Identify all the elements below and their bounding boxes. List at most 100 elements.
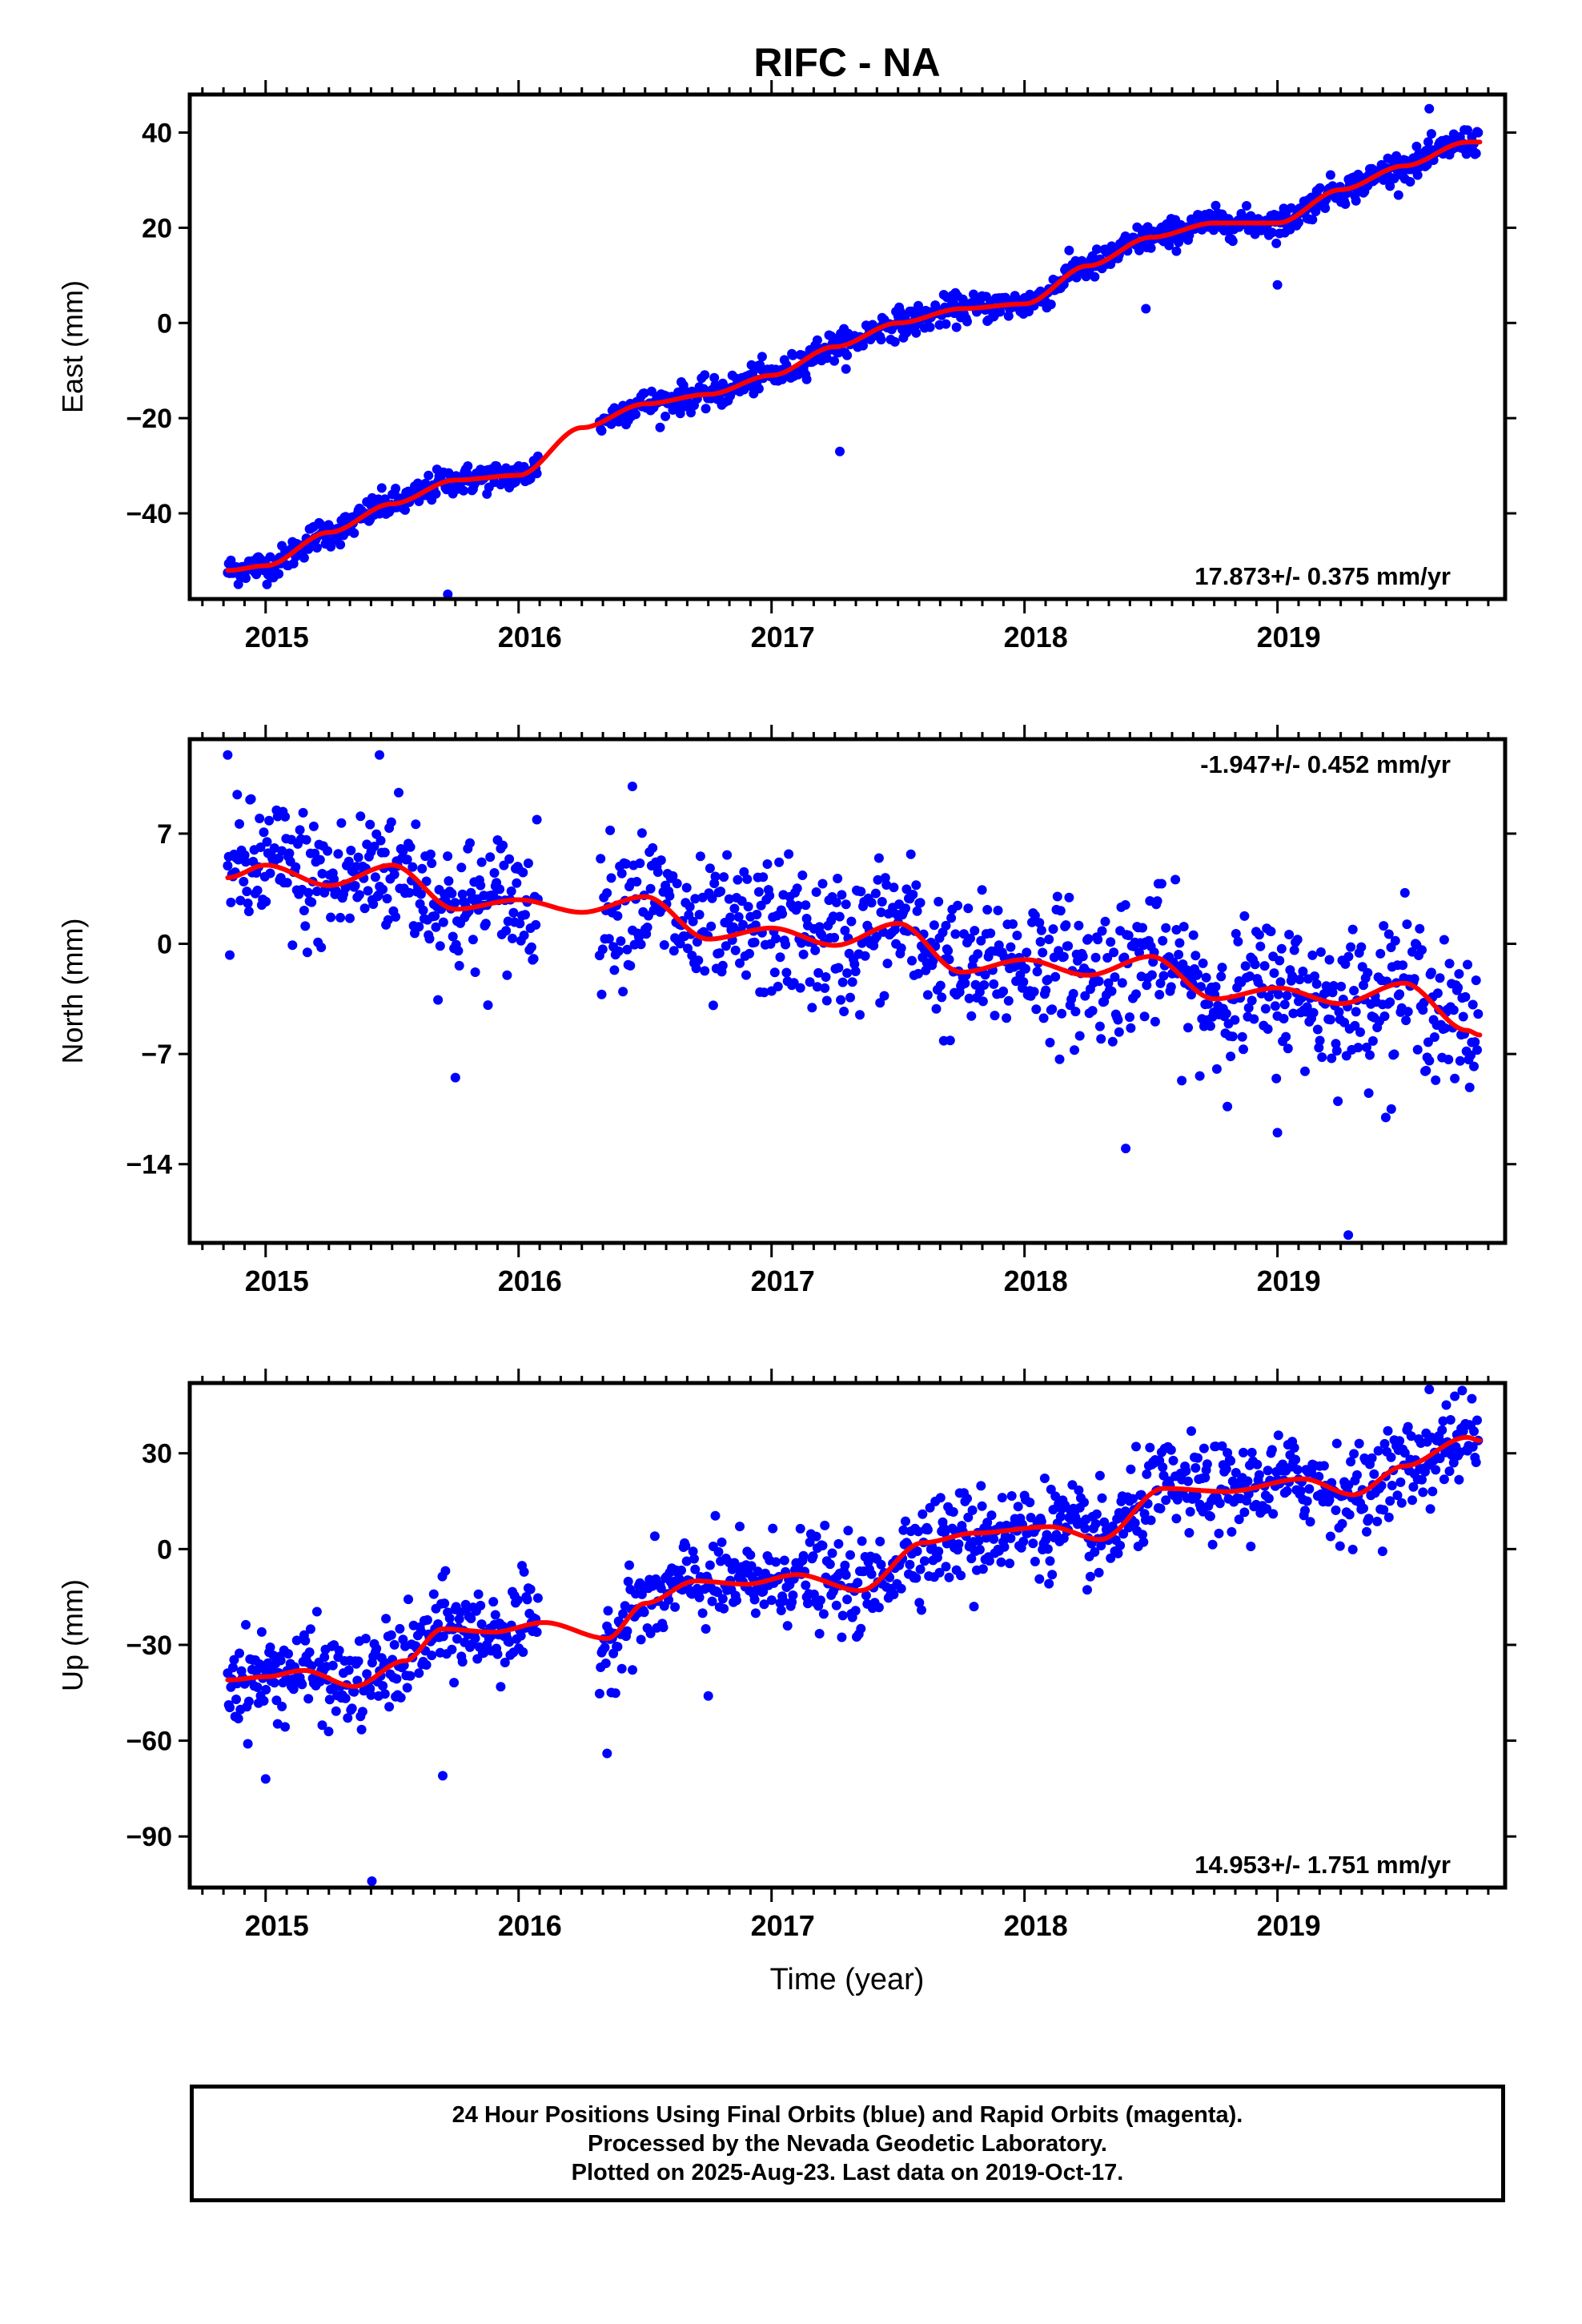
data-point	[750, 1608, 761, 1618]
data-point	[378, 1681, 388, 1691]
data-point	[1032, 967, 1042, 977]
data-point	[609, 965, 620, 975]
data-point	[365, 819, 375, 830]
data-point	[1267, 1445, 1277, 1455]
data-point	[636, 828, 647, 838]
data-point	[681, 883, 692, 893]
data-point	[913, 968, 923, 979]
data-point	[831, 897, 841, 907]
data-point	[1385, 1496, 1395, 1506]
data-point	[1325, 1015, 1335, 1025]
data-point	[1266, 927, 1276, 937]
data-point	[1412, 170, 1423, 180]
data-point	[759, 987, 769, 998]
data-point	[773, 981, 783, 991]
data-point	[1115, 1540, 1126, 1550]
data-point	[1380, 1112, 1391, 1123]
data-point	[1221, 1464, 1231, 1474]
data-point	[642, 923, 652, 932]
data-point	[652, 867, 663, 877]
data-point	[811, 1531, 821, 1542]
data-point	[913, 1526, 923, 1537]
data-point	[1349, 986, 1359, 995]
data-point	[639, 388, 649, 398]
data-point	[302, 947, 312, 958]
data-point	[515, 919, 525, 929]
data-point	[925, 1502, 935, 1513]
data-point	[855, 1010, 865, 1020]
data-point	[376, 483, 387, 493]
data-point	[1052, 891, 1062, 902]
data-point	[860, 951, 870, 961]
data-point	[716, 887, 726, 897]
data-point	[1142, 980, 1152, 991]
data-point	[1454, 969, 1464, 979]
data-point	[315, 1676, 325, 1687]
data-point	[1064, 245, 1074, 255]
x-tick-label: 2017	[751, 1909, 815, 1942]
data-point	[1471, 975, 1481, 986]
data-point	[817, 879, 828, 889]
data-point	[625, 960, 636, 971]
data-point	[1435, 973, 1445, 983]
data-point	[1324, 955, 1335, 965]
data-point	[1114, 1027, 1124, 1037]
data-point	[1450, 1391, 1460, 1401]
data-point	[1211, 1063, 1222, 1074]
data-point	[1469, 1426, 1479, 1437]
data-point	[1047, 1004, 1058, 1015]
data-point	[1047, 1570, 1058, 1580]
data-point	[1079, 1498, 1089, 1507]
y-tick-label: 30	[142, 1439, 172, 1470]
data-point	[1090, 271, 1100, 282]
data-point	[594, 1688, 604, 1699]
data-point	[1174, 938, 1185, 948]
data-point	[966, 1554, 977, 1564]
data-point	[504, 1637, 515, 1647]
data-point	[841, 1570, 851, 1580]
data-point	[525, 473, 536, 484]
y-axis-label: East (mm)	[56, 280, 89, 413]
data-point	[311, 887, 322, 896]
data-point	[1331, 1039, 1341, 1049]
data-point	[821, 972, 831, 982]
data-point	[498, 840, 508, 850]
data-point	[1450, 1073, 1460, 1084]
data-point	[873, 875, 883, 885]
data-point	[255, 814, 265, 823]
data-point	[1352, 1470, 1362, 1480]
x-tick-label: 2016	[498, 1909, 562, 1942]
data-point	[1067, 1480, 1078, 1490]
data-point	[327, 1660, 338, 1671]
plot-frame	[187, 92, 1508, 601]
data-point	[1150, 1016, 1160, 1027]
data-point	[675, 939, 685, 949]
data-point	[483, 1000, 493, 1011]
plot-frame	[187, 737, 1508, 1245]
data-point	[1085, 1571, 1095, 1582]
data-point	[701, 404, 711, 414]
data-point	[817, 1541, 828, 1550]
data-point	[300, 1635, 311, 1646]
data-point	[1045, 1556, 1055, 1566]
data-point	[235, 1648, 244, 1659]
data-point	[665, 891, 675, 901]
data-point	[345, 913, 355, 923]
data-point	[793, 901, 803, 911]
data-point	[1454, 1474, 1464, 1485]
data-point	[1249, 1014, 1259, 1024]
data-point	[622, 1626, 632, 1636]
data-point	[813, 967, 824, 978]
data-point	[691, 963, 701, 974]
data-point	[1267, 227, 1277, 238]
data-point	[1375, 948, 1386, 959]
data-point	[880, 873, 890, 883]
data-point	[1171, 1514, 1182, 1524]
data-point	[960, 978, 970, 988]
data-point	[741, 970, 751, 980]
x-tick-label: 2018	[1004, 621, 1068, 653]
data-point	[274, 569, 284, 579]
data-point	[382, 894, 392, 904]
data-point	[1367, 1035, 1378, 1046]
x-axis-label: Time (year)	[770, 1963, 925, 1996]
